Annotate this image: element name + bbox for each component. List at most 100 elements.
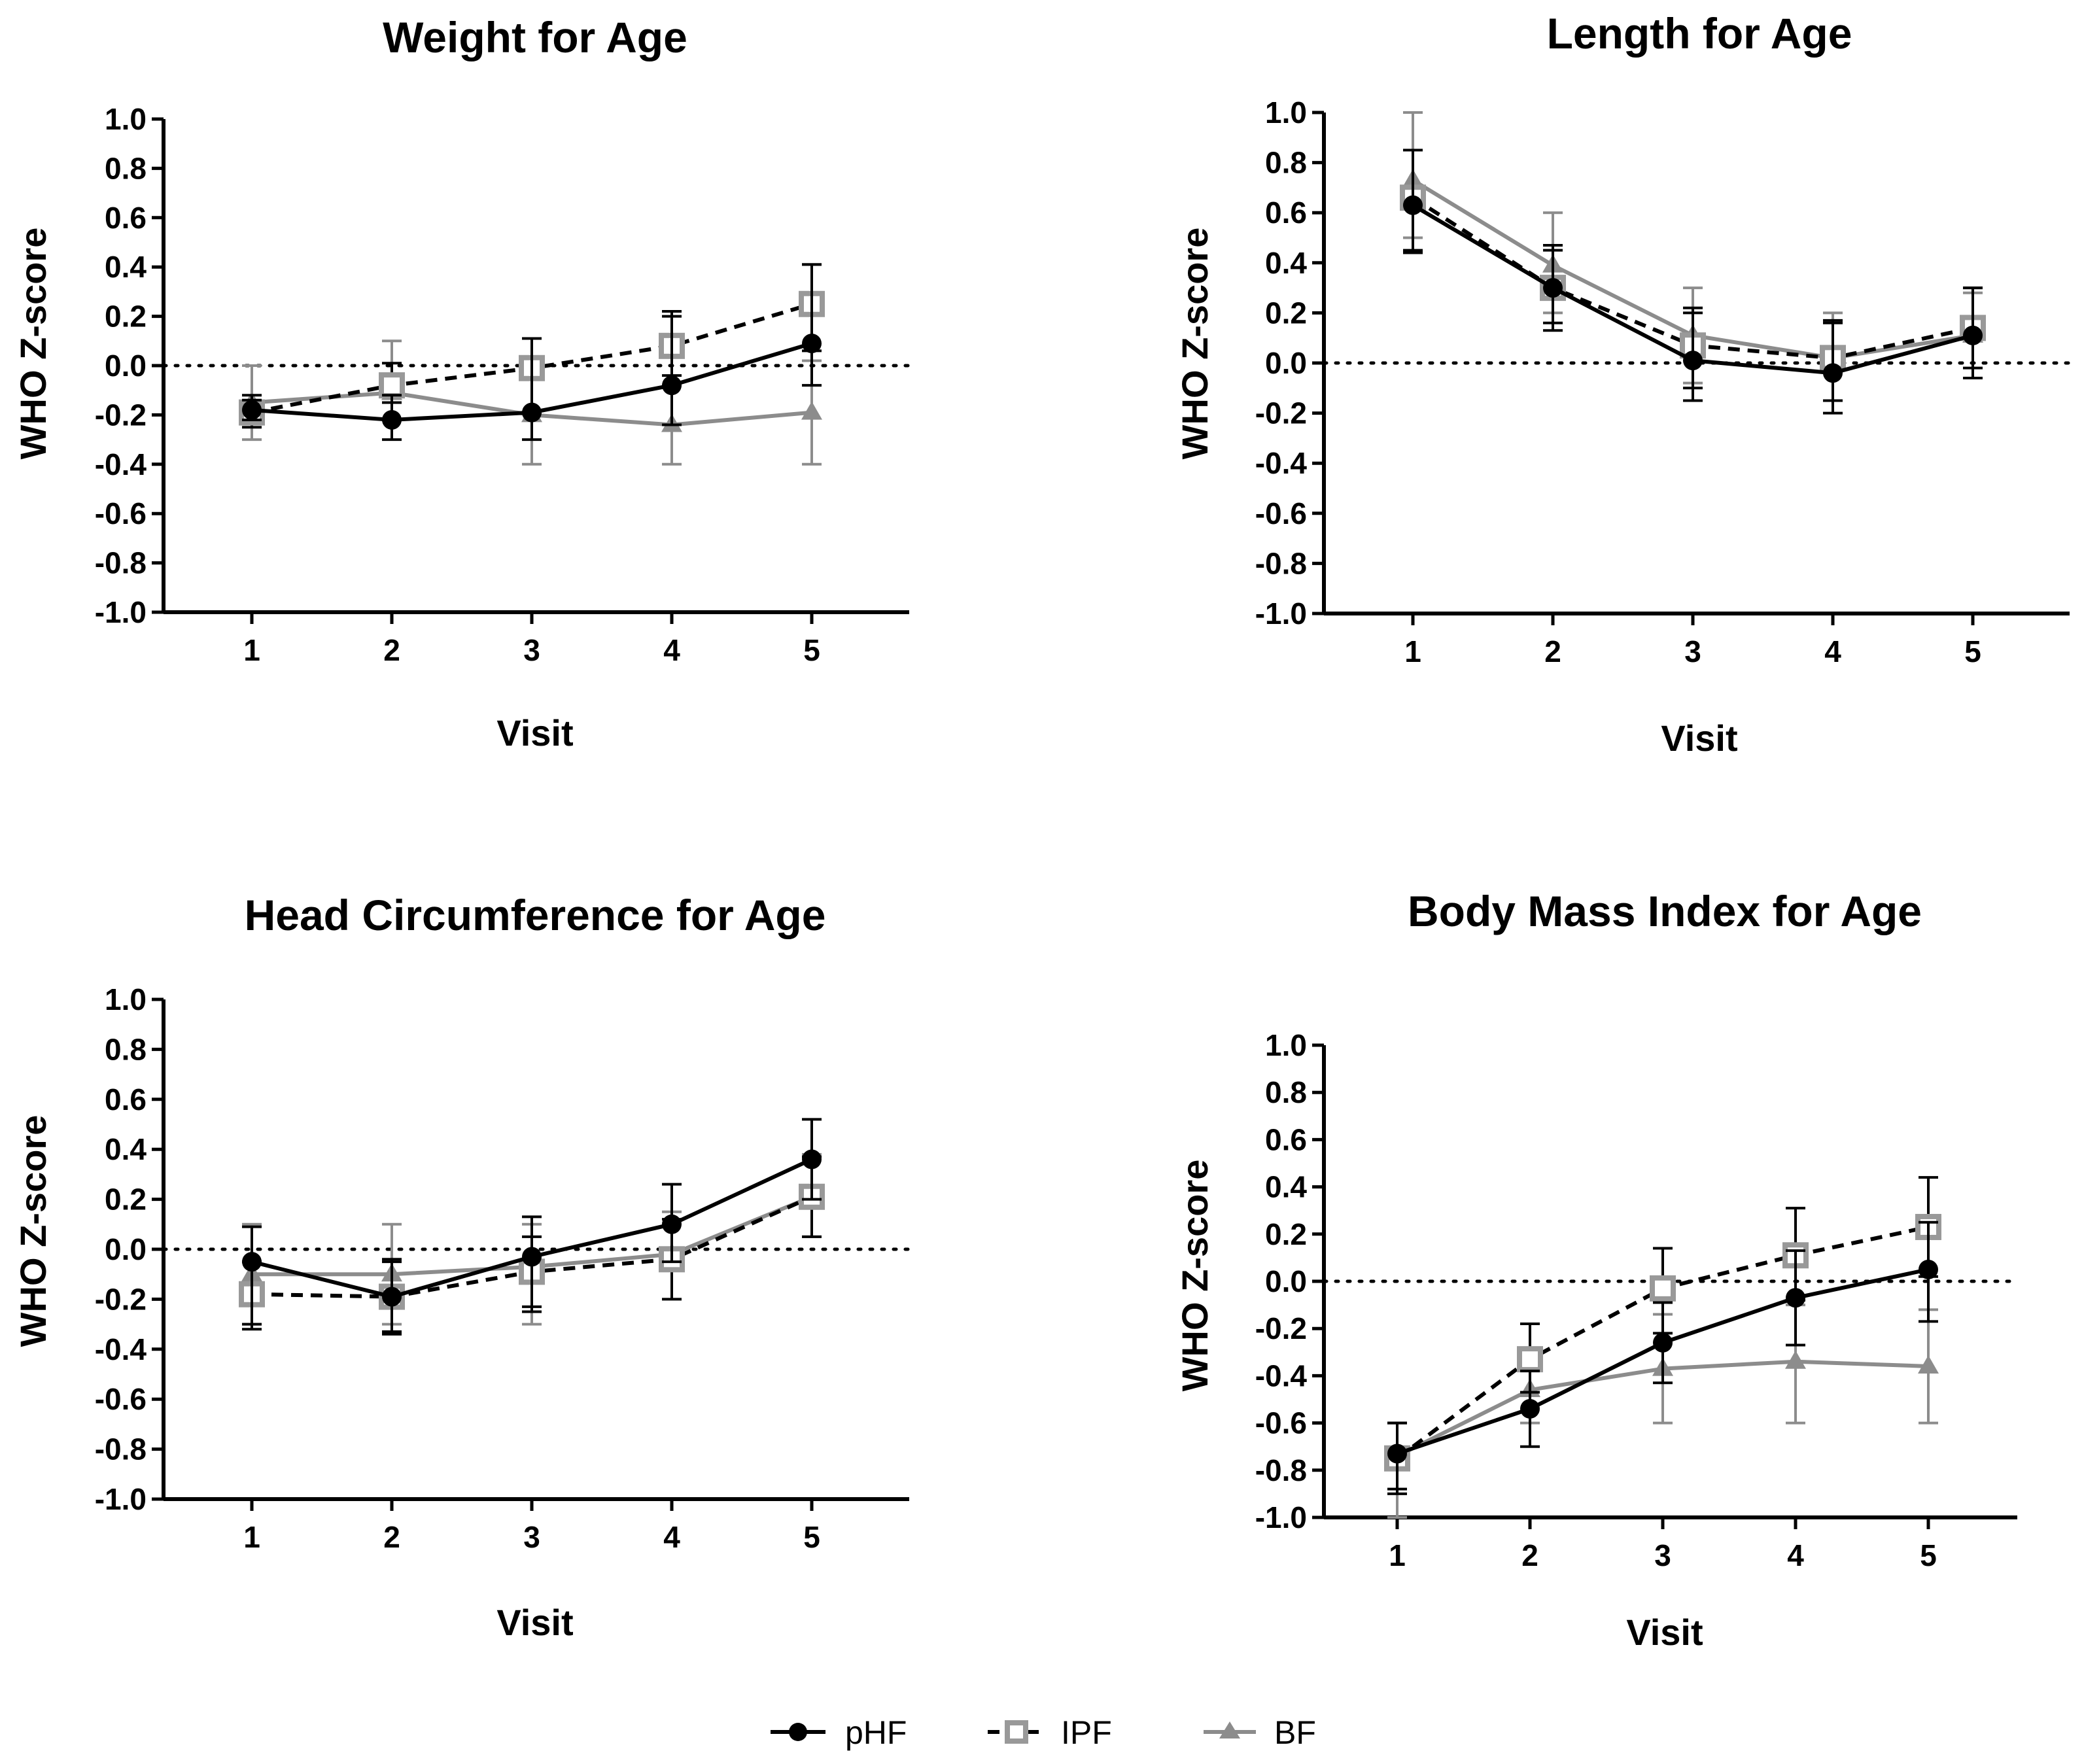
point-bf xyxy=(801,401,822,420)
legend-marker-ipf xyxy=(1005,1720,1028,1744)
chart-title: Body Mass Index for Age xyxy=(1408,887,1922,935)
point-bf xyxy=(1918,1355,1939,1374)
x-axis-label: Visit xyxy=(1626,1612,1703,1653)
y-tick-label: 0.6 xyxy=(1265,1122,1307,1156)
x-tick-label: 2 xyxy=(1544,634,1561,668)
y-tick-label: 0.0 xyxy=(1265,346,1307,380)
x-tick-label: 5 xyxy=(1964,634,1981,668)
x-tick-label: 1 xyxy=(1389,1538,1406,1572)
chart-weight-for-age: Weight for Age WHO Z-score Visit 1.0 0.8 0… xyxy=(12,13,911,753)
x-tick-label: 5 xyxy=(803,1520,820,1554)
x-axis-label: Visit xyxy=(496,1602,573,1643)
legend: pHF IPF BF xyxy=(771,1714,1316,1751)
y-tick-label: -0.4 xyxy=(1255,1358,1308,1392)
x-axis-label: Visit xyxy=(1661,718,1737,759)
point-bf xyxy=(1785,1350,1806,1369)
x-tick-label: 2 xyxy=(383,633,400,667)
y-tick-label: 0.8 xyxy=(105,1032,147,1066)
legend-marker-phf xyxy=(789,1723,807,1741)
point-phf xyxy=(242,400,262,420)
point-ipf xyxy=(379,372,405,399)
legend-item-bf: BF xyxy=(1204,1714,1316,1751)
y-tick-label: 0.4 xyxy=(105,250,147,284)
point-phf xyxy=(1786,1288,1805,1308)
legend-label-bf: BF xyxy=(1274,1714,1316,1751)
y-tick-label: -0.2 xyxy=(95,398,147,432)
y-tick-label: -0.4 xyxy=(1255,446,1308,480)
x-tick-label: 1 xyxy=(243,1520,260,1554)
y-tick-label: -0.8 xyxy=(95,546,147,580)
x-axis-label: Visit xyxy=(496,712,573,753)
y-tick-label: -1.0 xyxy=(95,1482,147,1516)
y-axis-label: WHO Z-score xyxy=(1174,228,1215,460)
legend-label-ipf: IPF xyxy=(1061,1714,1112,1751)
legend-label-phf: pHF xyxy=(845,1714,907,1751)
point-phf xyxy=(802,1149,822,1169)
y-tick-label: -0.6 xyxy=(95,496,147,530)
point-phf xyxy=(1823,363,1843,383)
y-tick-label: 0.6 xyxy=(105,201,147,235)
point-phf xyxy=(662,375,682,396)
y-tick-label: 1.0 xyxy=(1265,95,1307,130)
y-tick-label: 1.0 xyxy=(1265,1028,1307,1062)
x-tick-label: 4 xyxy=(1787,1538,1804,1572)
y-tick-label: 0.0 xyxy=(105,1232,147,1266)
y-tick-label: -0.6 xyxy=(1255,496,1307,530)
y-tick-label: -1.0 xyxy=(95,595,147,629)
y-tick-label: 0.8 xyxy=(1265,146,1307,180)
y-tick-label: -0.2 xyxy=(95,1282,147,1316)
y-tick-label: 0.2 xyxy=(1265,296,1307,330)
chart-length-for-age: Length for Age WHO Z-score Visit 1.0 0.8 0… xyxy=(1174,9,2072,759)
point-phf xyxy=(1403,195,1423,215)
y-tick-label: -0.2 xyxy=(1255,396,1307,430)
point-phf xyxy=(1653,1332,1673,1353)
x-tick-label: 2 xyxy=(1521,1538,1538,1572)
y-tick-label: 0.0 xyxy=(105,349,147,383)
x-tick-label: 4 xyxy=(1824,634,1841,668)
y-tick-label: -0.6 xyxy=(1255,1406,1307,1440)
x-tick-label: 5 xyxy=(803,633,820,667)
point-phf xyxy=(522,402,542,423)
x-tick-label: 3 xyxy=(523,633,540,667)
y-tick-label: -0.4 xyxy=(95,447,147,481)
x-tick-label: 2 xyxy=(383,1520,400,1554)
point-ipf xyxy=(1517,1346,1543,1373)
y-tick-label: -0.4 xyxy=(95,1332,147,1366)
y-tick-label: 0.4 xyxy=(1265,246,1307,280)
point-phf xyxy=(1543,278,1563,298)
y-tick-label: 0.2 xyxy=(1265,1217,1307,1251)
point-phf xyxy=(1520,1398,1540,1419)
legend-item-ipf: IPF xyxy=(988,1714,1112,1751)
chart-title: Head Circumference for Age xyxy=(245,891,826,939)
point-phf xyxy=(522,1247,542,1267)
y-tick-label: 0.4 xyxy=(105,1132,147,1166)
x-tick-label: 1 xyxy=(243,633,260,667)
chart-head-circumference-for-age: Head Circumference for Age WHO Z-score V… xyxy=(12,891,911,1643)
y-tick-label: -0.8 xyxy=(95,1432,147,1466)
point-phf xyxy=(1683,351,1703,371)
y-tick-label: 0.6 xyxy=(1265,196,1307,230)
y-axis-label: WHO Z-score xyxy=(12,228,54,460)
point-phf xyxy=(242,1252,262,1272)
x-tick-label: 3 xyxy=(1684,634,1701,668)
point-phf xyxy=(382,1287,402,1307)
y-tick-label: -1.0 xyxy=(1255,597,1307,631)
point-phf xyxy=(802,334,822,354)
point-phf xyxy=(1919,1259,1938,1279)
point-ipf xyxy=(1650,1275,1676,1302)
point-phf xyxy=(1963,325,1983,345)
y-tick-label: -0.2 xyxy=(1255,1311,1307,1345)
y-tick-label: 0.8 xyxy=(105,151,147,185)
y-axis-label: WHO Z-score xyxy=(1174,1160,1215,1392)
y-tick-label: -1.0 xyxy=(1255,1500,1307,1534)
y-tick-label: 0.4 xyxy=(1265,1170,1307,1204)
x-tick-label: 4 xyxy=(663,1520,680,1554)
y-tick-label: 0.8 xyxy=(1265,1075,1307,1109)
y-tick-label: 0.2 xyxy=(105,1183,147,1217)
legend-marker-bf xyxy=(1219,1721,1240,1738)
point-phf xyxy=(662,1214,682,1234)
y-tick-label: -0.8 xyxy=(1255,1453,1307,1487)
legend-item-phf: pHF xyxy=(771,1714,907,1751)
x-tick-label: 3 xyxy=(523,1520,540,1554)
